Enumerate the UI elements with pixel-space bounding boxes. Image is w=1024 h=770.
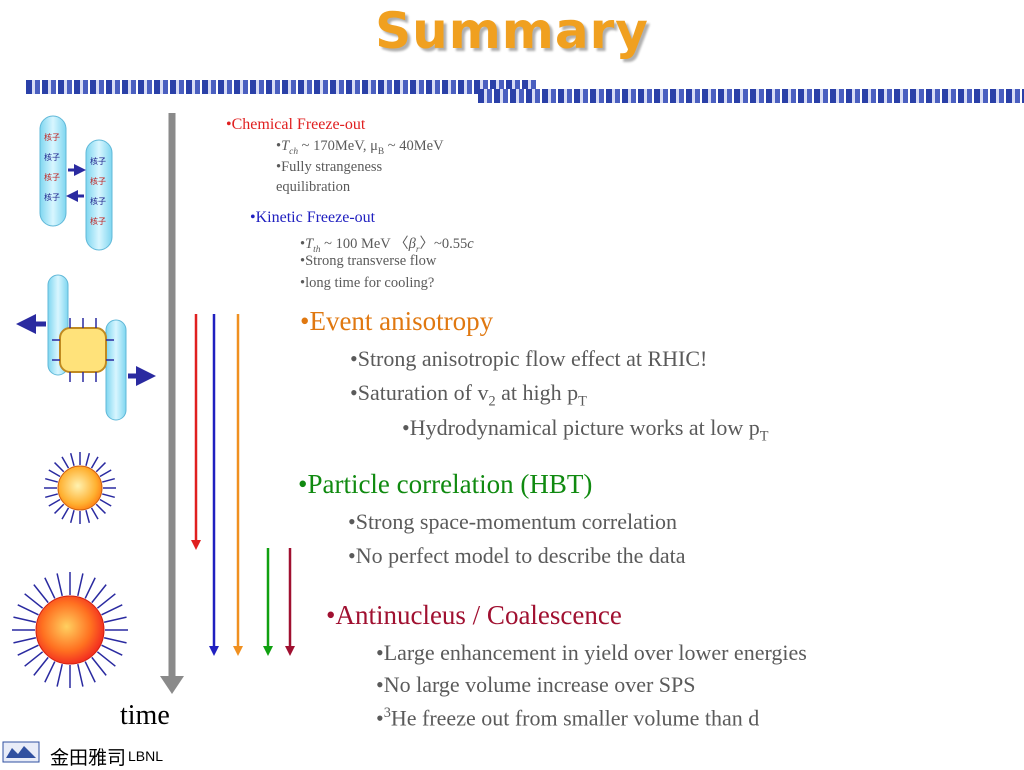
anisotropy-item-flow: •Strong anisotropic flow effect at RHIC!	[350, 346, 708, 371]
decorative-band-left	[26, 80, 536, 94]
svg-text:核子: 核子	[44, 172, 60, 182]
flow-ray	[84, 577, 96, 599]
hbt-item-model: •No perfect model to describe the data	[348, 543, 686, 568]
flow-ray	[85, 453, 91, 466]
flow-ray	[99, 469, 112, 478]
kinetic-cooling-item: •long time for cooling?	[300, 275, 435, 291]
svg-text:核子: 核子	[90, 216, 106, 226]
flow-ray	[45, 477, 58, 483]
flow-ray	[91, 584, 107, 604]
flow-ray	[95, 503, 106, 514]
flow-ray	[95, 462, 106, 473]
flow-ray	[77, 573, 84, 597]
chemical-strangeness-item-cont: equilibration	[276, 179, 351, 195]
flow-ray	[13, 637, 37, 644]
svg-text:核子: 核子	[90, 176, 106, 186]
flow-ray	[56, 663, 63, 687]
flow-ray	[90, 507, 99, 520]
flow-ray	[103, 616, 127, 623]
flow-ray	[99, 498, 112, 507]
nuclei-tubes-icon: 核子 核子 核子 核子 核子 核子 核子 核子	[39, 115, 113, 251]
hbt-item-correlation: •Strong space-momentum correlation	[348, 509, 678, 534]
overlap-region-icon	[16, 274, 156, 421]
flow-ray	[17, 644, 39, 656]
antinucleus-item-enhancement: •Large enhancement in yield over lower e…	[376, 640, 807, 665]
flow-ray	[17, 604, 39, 616]
small-fireball-icon	[44, 452, 116, 524]
flow-ray	[48, 498, 61, 507]
flow-ray	[45, 493, 58, 499]
flow-ray	[90, 456, 99, 469]
berkeley-logo-icon	[2, 741, 40, 763]
flow-ray	[33, 584, 49, 604]
flow-ray	[48, 469, 61, 478]
flow-ray	[69, 453, 75, 466]
time-axis-label: time	[120, 700, 170, 731]
svg-text:核子: 核子	[44, 152, 60, 162]
antinucleus-item-volume: •No large volume increase over SPS	[376, 672, 696, 697]
anisotropy-heading: •Event anisotropy	[300, 306, 494, 336]
flow-ray	[54, 503, 65, 514]
large-fireball-icon	[12, 572, 128, 688]
anisotropy-item-saturation: •Saturation of v2 at high pT	[350, 380, 587, 410]
slide-title: Summary	[375, 2, 649, 60]
flow-ray	[96, 651, 116, 667]
flow-ray	[69, 510, 75, 523]
decorative-band-right	[478, 89, 1024, 103]
flow-ray	[54, 462, 65, 473]
flow-ray	[101, 604, 123, 616]
flow-ray	[91, 656, 107, 676]
flow-ray	[33, 656, 49, 676]
kinetic-temperature-item: •Tth ~ 100 MeV 〈βr〉~0.55c	[300, 236, 474, 255]
svg-text:核子: 核子	[90, 196, 106, 206]
flow-ray	[56, 573, 63, 597]
flow-ray	[77, 663, 84, 687]
chemical-strangeness-item: •Fully strangeness	[276, 159, 383, 175]
flow-ray	[96, 593, 116, 609]
kinetic-flow-item: •Strong transverse flow	[300, 253, 437, 269]
anisotropy-item-hydro: •Hydrodynamical picture works at low pT	[402, 415, 769, 445]
collision-illustration: 核子 核子 核子 核子 核子 核子 核子 核子	[12, 113, 295, 694]
institution-label: LBNL	[128, 748, 164, 764]
flow-ray	[24, 651, 44, 667]
hbt-heading: •Particle correlation (HBT)	[298, 469, 593, 499]
antinucleus-heading: •Antinucleus / Coalescence	[326, 600, 622, 630]
flow-ray	[101, 644, 123, 656]
antinucleus-item-helium: •3He freeze out from smaller volume than…	[376, 705, 760, 731]
flow-ray	[24, 593, 44, 609]
flow-ray	[44, 661, 56, 683]
svg-text:核子: 核子	[44, 192, 60, 202]
flow-ray	[61, 456, 70, 469]
flow-ray	[84, 661, 96, 683]
svg-text:核子: 核子	[90, 156, 106, 166]
svg-text:核子: 核子	[44, 132, 60, 142]
flow-ray	[102, 477, 115, 483]
flow-ray	[102, 493, 115, 499]
flow-ray	[85, 510, 91, 523]
flow-ray	[103, 637, 127, 644]
flow-ray	[61, 507, 70, 520]
kinetic-freezeout-heading: •Kinetic Freeze-out	[250, 209, 376, 226]
author-name-chinese: 金田雅司	[50, 747, 127, 769]
flow-ray	[44, 577, 56, 599]
chemical-temperature-item: •Tch ~ 170MeV, μB ~ 40MeV	[276, 138, 444, 157]
flow-ray	[13, 616, 37, 623]
chemical-freezeout-heading: •Chemical Freeze-out	[226, 116, 366, 133]
